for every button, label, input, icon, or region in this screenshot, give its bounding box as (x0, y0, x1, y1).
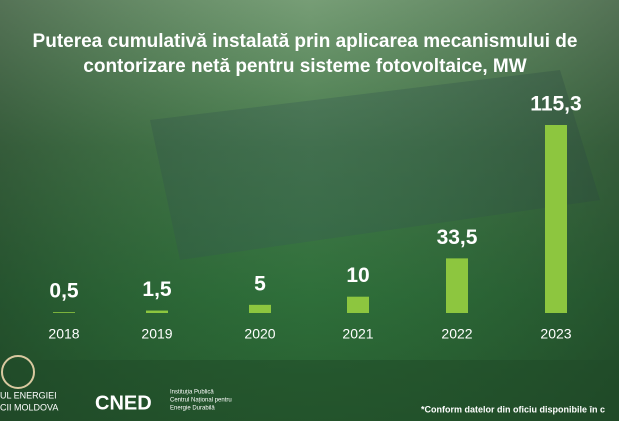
ministry: CII MOLDOVA (0, 402, 58, 412)
logo-caption: Instituția Publică (170, 390, 214, 396)
x-tick-label: 2022 (441, 326, 472, 342)
bar (53, 312, 75, 313)
logo-text: CNED (95, 392, 152, 414)
bar (347, 296, 369, 313)
bar (146, 310, 168, 313)
bar (545, 125, 567, 313)
value-label: 10 (346, 264, 369, 287)
x-tick-label: 2018 (48, 326, 79, 342)
footer-band (0, 360, 619, 421)
value-label: 33,5 (437, 226, 478, 249)
x-tick-label: 2021 (342, 326, 373, 342)
logo-caption: Centrul Național pentru (170, 398, 232, 404)
x-tick-label: 2019 (141, 326, 172, 342)
bar (249, 304, 271, 313)
value-label: 1,5 (142, 278, 172, 301)
ministry: UL ENERGIEI (0, 390, 57, 400)
x-tick-label: 2023 (540, 326, 571, 342)
logo-caption: Energie Durabilă (170, 406, 215, 412)
x-tick-label: 2020 (244, 326, 275, 342)
value-label: 115,3 (530, 93, 581, 116)
chart-title: Puterea cumulativă instalată prin aplica… (33, 31, 578, 52)
footnote: *Conform datelor din oficiu disponibile … (421, 404, 605, 414)
chart-title: contorizare netă pentru sisteme fotovolt… (83, 56, 526, 77)
bar (446, 258, 468, 313)
emblem (1, 355, 35, 389)
value-label: 5 (254, 272, 266, 295)
value-label: 0,5 (49, 280, 79, 303)
